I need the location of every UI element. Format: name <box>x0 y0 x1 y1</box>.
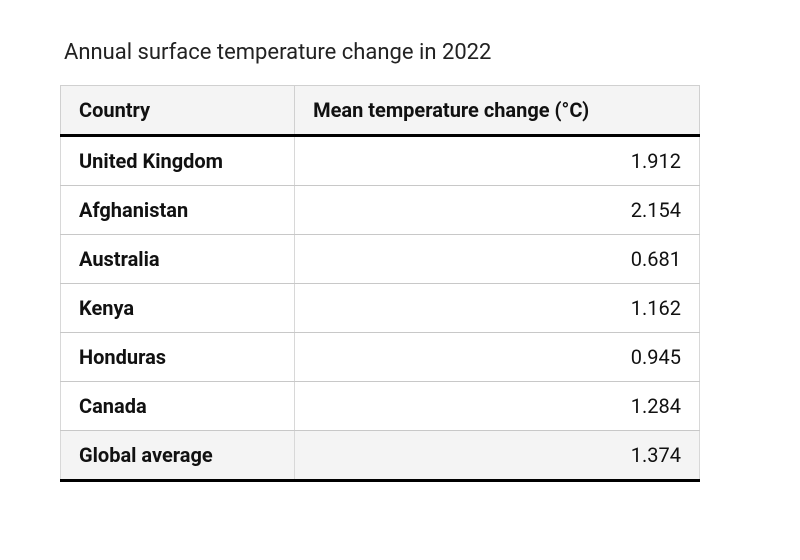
col-header-value: Mean temperature change (°C) <box>295 86 700 136</box>
table-row: Afghanistan 2.154 <box>61 186 700 235</box>
table-header-row: Country Mean temperature change (°C) <box>61 86 700 136</box>
table-row: Canada 1.284 <box>61 382 700 431</box>
cell-country: Honduras <box>61 333 295 382</box>
cell-value: 0.945 <box>295 333 700 382</box>
cell-country: Kenya <box>61 284 295 333</box>
cell-value: 2.154 <box>295 186 700 235</box>
cell-country: Global average <box>61 431 295 481</box>
col-header-country: Country <box>61 86 295 136</box>
cell-value: 1.374 <box>295 431 700 481</box>
cell-value: 1.284 <box>295 382 700 431</box>
table-row: United Kingdom 1.912 <box>61 136 700 186</box>
page-title: Annual surface temperature change in 202… <box>64 40 740 65</box>
table-row: Kenya 1.162 <box>61 284 700 333</box>
cell-country: Afghanistan <box>61 186 295 235</box>
table-row-summary: Global average 1.374 <box>61 431 700 481</box>
cell-value: 1.162 <box>295 284 700 333</box>
cell-country: Canada <box>61 382 295 431</box>
table-row: Australia 0.681 <box>61 235 700 284</box>
page-container: Annual surface temperature change in 202… <box>0 0 800 522</box>
cell-country: Australia <box>61 235 295 284</box>
cell-country: United Kingdom <box>61 136 295 186</box>
cell-value: 0.681 <box>295 235 700 284</box>
temperature-table: Country Mean temperature change (°C) Uni… <box>60 85 700 482</box>
table-row: Honduras 0.945 <box>61 333 700 382</box>
cell-value: 1.912 <box>295 136 700 186</box>
